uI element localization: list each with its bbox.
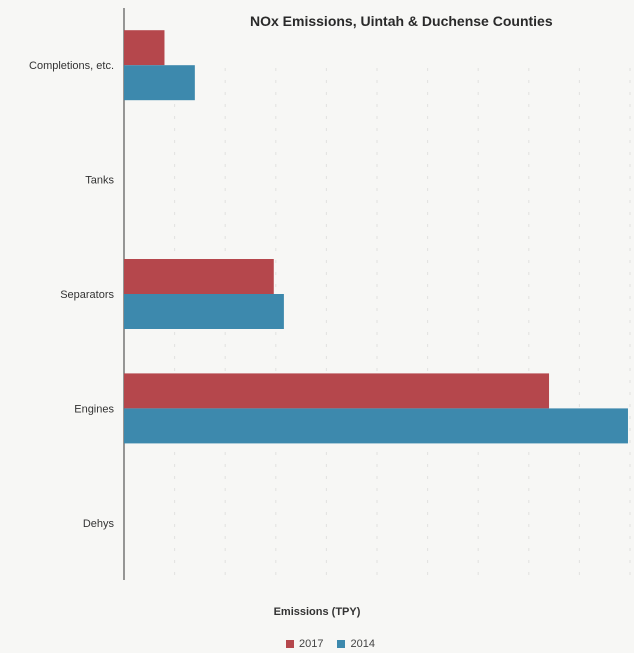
legend-label-2017: 2017 bbox=[299, 638, 324, 650]
bar-2014-engines bbox=[124, 408, 628, 444]
chart-title: NOx Emissions, Uintah & Duchense Countie… bbox=[250, 13, 553, 29]
bar-2017-completions-etc bbox=[124, 30, 165, 66]
legend-item-2017: 2017 bbox=[286, 638, 323, 650]
category-label: Separators bbox=[60, 289, 114, 301]
category-label: Dehys bbox=[83, 518, 115, 530]
bar-2017-separators bbox=[124, 259, 274, 294]
bar-2017-engines bbox=[124, 373, 550, 409]
category-label: Engines bbox=[74, 403, 114, 415]
legend-swatch-2017 bbox=[286, 640, 294, 648]
legend-swatch-2014 bbox=[337, 640, 346, 648]
legend: 2017 2014 bbox=[286, 638, 375, 650]
bar-2014-completions-etc bbox=[124, 65, 195, 101]
legend-label-2014: 2014 bbox=[350, 638, 375, 650]
legend-item-2014: 2014 bbox=[337, 638, 375, 650]
x-axis-label: Emissions (TPY) bbox=[273, 606, 361, 618]
bar-2014-separators bbox=[124, 294, 284, 329]
category-label: Completions, etc. bbox=[29, 60, 114, 72]
category-label: Tanks bbox=[85, 175, 114, 187]
